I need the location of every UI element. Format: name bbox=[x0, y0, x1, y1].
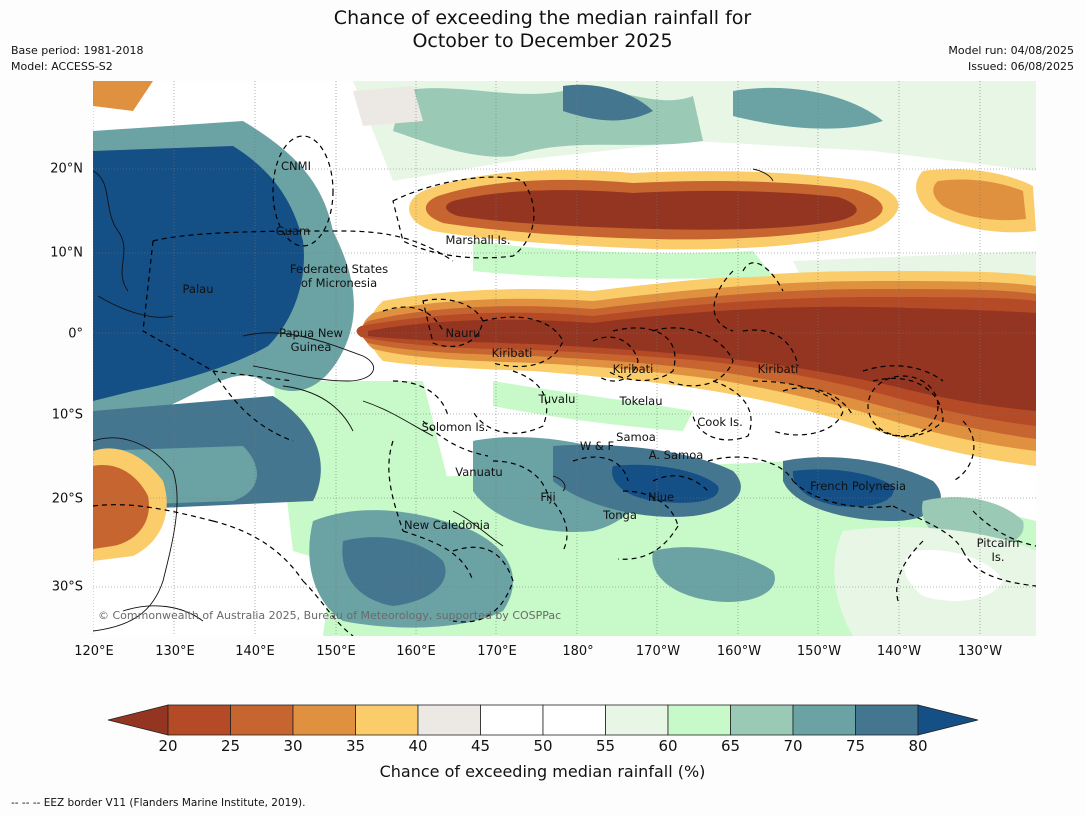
legend-tick-label: 55 bbox=[595, 737, 616, 755]
legend-tick-label: 60 bbox=[658, 737, 678, 755]
lon-tick-label: 150°E bbox=[316, 644, 356, 659]
lon-tick-label: 170°E bbox=[477, 644, 517, 659]
png-line1: Papua New bbox=[279, 326, 343, 340]
lon-tick-label: 160°E bbox=[396, 644, 436, 659]
legend-swatch-45-50 bbox=[480, 704, 544, 736]
legend-tick-label: 65 bbox=[720, 737, 741, 755]
legend-tick-label: 75 bbox=[845, 737, 866, 755]
region-label-pitcairn-islands: Pitcairn Is. bbox=[977, 536, 1020, 564]
region-label-guam: Guam bbox=[275, 224, 311, 238]
meta-left: Base period: 1981-2018 Model: ACCESS-S2 bbox=[11, 43, 143, 75]
png-line2: Guinea bbox=[290, 340, 332, 354]
legend-tick-label: 30 bbox=[283, 737, 303, 755]
lon-tick-label: 160°W bbox=[716, 644, 762, 659]
lon-tick-label: 130°E bbox=[155, 644, 195, 659]
region-label-niue: Niue bbox=[647, 490, 675, 504]
copyright-notice: © Commonwealth of Australia 2025, Bureau… bbox=[98, 609, 562, 622]
legend-tick-label: 45 bbox=[470, 737, 491, 755]
region-label-marshall-islands: Marshall Is. bbox=[445, 233, 511, 247]
lon-tick-label: 140°W bbox=[876, 644, 922, 659]
legend-swatch-above-80 bbox=[917, 704, 979, 736]
region-label-new-caledonia: New Caledonia bbox=[404, 518, 490, 532]
lat-tick-label: 10°N bbox=[50, 245, 83, 261]
lat-tick-label: 20°N bbox=[50, 161, 83, 177]
region-label-wallis-futuna: W & F bbox=[579, 439, 615, 453]
legend-tick-label: 40 bbox=[408, 737, 428, 755]
lat-tick-label: 30°S bbox=[51, 579, 83, 595]
pitcairn-line2: Is. bbox=[991, 550, 1005, 564]
region-label-tuvalu: Tuvalu bbox=[538, 392, 576, 406]
region-label-french-polynesia: French Polynesia bbox=[809, 479, 907, 493]
legend-swatch-50-55 bbox=[542, 704, 606, 736]
legend-tick-label: 20 bbox=[158, 737, 178, 755]
lon-tick-label: 180° bbox=[562, 644, 594, 659]
legend-tick-label: 70 bbox=[783, 737, 803, 755]
map-title: Chance of exceeding the median rainfall … bbox=[0, 7, 1085, 53]
map-canvas bbox=[93, 81, 1036, 636]
map-title-line1: Chance of exceeding the median rainfall … bbox=[333, 7, 752, 29]
region-label-federated-states-of-micronesia: Federated States of Micronesia bbox=[290, 262, 388, 290]
legend-tick-label: 25 bbox=[220, 737, 241, 755]
region-label-cnmi: CNMI bbox=[281, 159, 311, 173]
legend-swatch-below-20 bbox=[107, 704, 169, 736]
legend-swatch-70-75 bbox=[792, 704, 856, 736]
legend-title: Chance of exceeding median rainfall (%) bbox=[379, 762, 706, 781]
region-label-fiji: Fiji bbox=[540, 490, 556, 504]
base-period: Base period: 1981-2018 bbox=[11, 44, 144, 57]
lat-tick-label: 0° bbox=[68, 326, 83, 342]
lat-tick-label: 10°S bbox=[51, 407, 83, 423]
lon-tick-label: 170°W bbox=[635, 644, 681, 659]
issued-date: Issued: 06/08/2025 bbox=[967, 60, 1074, 73]
legend-colorbar bbox=[107, 704, 979, 736]
eez-border-footnote: -- -- -- EEZ border V11 (Flanders Marine… bbox=[11, 797, 306, 809]
legend-swatch-35-40 bbox=[355, 704, 419, 736]
lon-tick-label: 140°E bbox=[235, 644, 275, 659]
legend-tick-label: 80 bbox=[908, 737, 928, 755]
legend-tick-label: 50 bbox=[533, 737, 553, 755]
region-label-kiribati-east: Kiribati bbox=[757, 362, 799, 376]
legend-swatch-60-65 bbox=[667, 704, 731, 736]
region-label-palau: Palau bbox=[182, 282, 214, 296]
region-label-vanuatu: Vanuatu bbox=[455, 465, 503, 479]
fsm-line1: Federated States bbox=[289, 262, 389, 276]
region-label-nauru: Nauru bbox=[445, 326, 481, 340]
legend-swatch-55-60 bbox=[605, 704, 669, 736]
rainfall-probability-map bbox=[93, 81, 1036, 636]
region-label-kiribati-central: Kiribati bbox=[612, 362, 654, 376]
legend-swatch-75-80 bbox=[855, 704, 919, 736]
lon-tick-label: 130°W bbox=[957, 644, 1003, 659]
fsm-line2: of Micronesia bbox=[300, 276, 378, 290]
region-label-american-samoa: A. Samoa bbox=[648, 448, 704, 462]
model-name: Model: ACCESS-S2 bbox=[11, 60, 113, 73]
region-label-tokelau: Tokelau bbox=[619, 394, 663, 408]
pitcairn-line1: Pitcairn bbox=[976, 536, 1020, 550]
legend-tick-label: 35 bbox=[345, 737, 366, 755]
legend-swatch-65-70 bbox=[730, 704, 794, 736]
region-label-cook-islands: Cook Is. bbox=[697, 415, 743, 429]
legend-swatch-20-25 bbox=[167, 704, 231, 736]
region-label-solomon-islands: Solomon Is. bbox=[421, 420, 489, 434]
legend-swatch-40-45 bbox=[417, 704, 481, 736]
region-label-tonga: Tonga bbox=[603, 508, 637, 522]
legend-swatch-25-30 bbox=[230, 704, 294, 736]
meta-right: Model run: 04/08/2025 Issued: 06/08/2025 bbox=[948, 43, 1074, 75]
legend-swatch-30-35 bbox=[292, 704, 356, 736]
map-title-line2: October to December 2025 bbox=[412, 30, 673, 52]
region-label-samoa: Samoa bbox=[616, 430, 656, 444]
region-label-papua-new-guinea: Papua New Guinea bbox=[279, 326, 343, 354]
lat-tick-label: 20°S bbox=[51, 491, 83, 507]
lon-tick-label: 150°W bbox=[796, 644, 842, 659]
region-label-kiribati-west: Kiribati bbox=[491, 346, 533, 360]
lon-tick-label: 120°E bbox=[74, 644, 114, 659]
model-run: Model run: 04/08/2025 bbox=[948, 44, 1074, 57]
